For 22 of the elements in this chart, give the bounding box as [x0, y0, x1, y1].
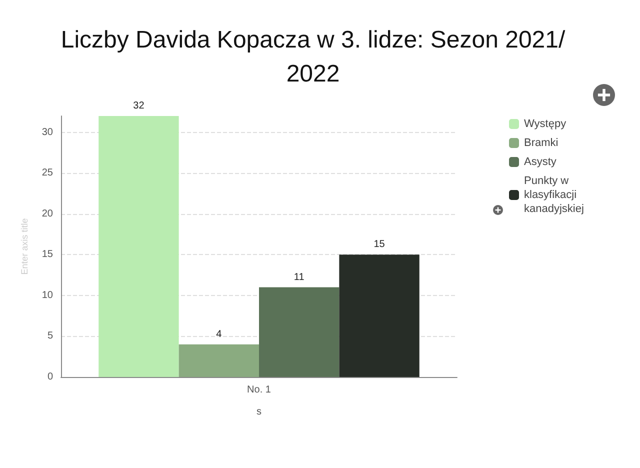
bar — [178, 344, 259, 377]
y-tick-label: 25 — [42, 168, 54, 179]
data-label: 15 — [374, 239, 386, 250]
y-tick-label: 30 — [42, 126, 54, 138]
legend-label: Występy — [524, 118, 567, 130]
legend-label: Punkty w klasyfikacji kanadyjskiej — [524, 175, 584, 215]
x-tick-label: No. 1 — [247, 384, 272, 396]
chart-title: Liczby Davida Kopacza w 3. lidze: Sezon 2021/2022 — [60, 26, 566, 88]
bar — [259, 287, 340, 377]
y-tick-label: 20 — [42, 208, 54, 220]
x-axis-title: s — [256, 406, 262, 418]
bar — [339, 254, 420, 377]
y-tick-label: 0 — [47, 372, 54, 382]
data-label: 11 — [294, 272, 305, 283]
legend-label: Asysty — [524, 156, 557, 168]
data-label: 4 — [216, 328, 222, 340]
data-label: 32 — [133, 100, 145, 112]
y-tick-label: 5 — [47, 330, 54, 342]
y-tick-label: 15 — [42, 249, 54, 260]
bar — [98, 116, 179, 377]
legend-label: Bramki — [524, 137, 558, 149]
y-tick-label: 10 — [42, 290, 54, 301]
